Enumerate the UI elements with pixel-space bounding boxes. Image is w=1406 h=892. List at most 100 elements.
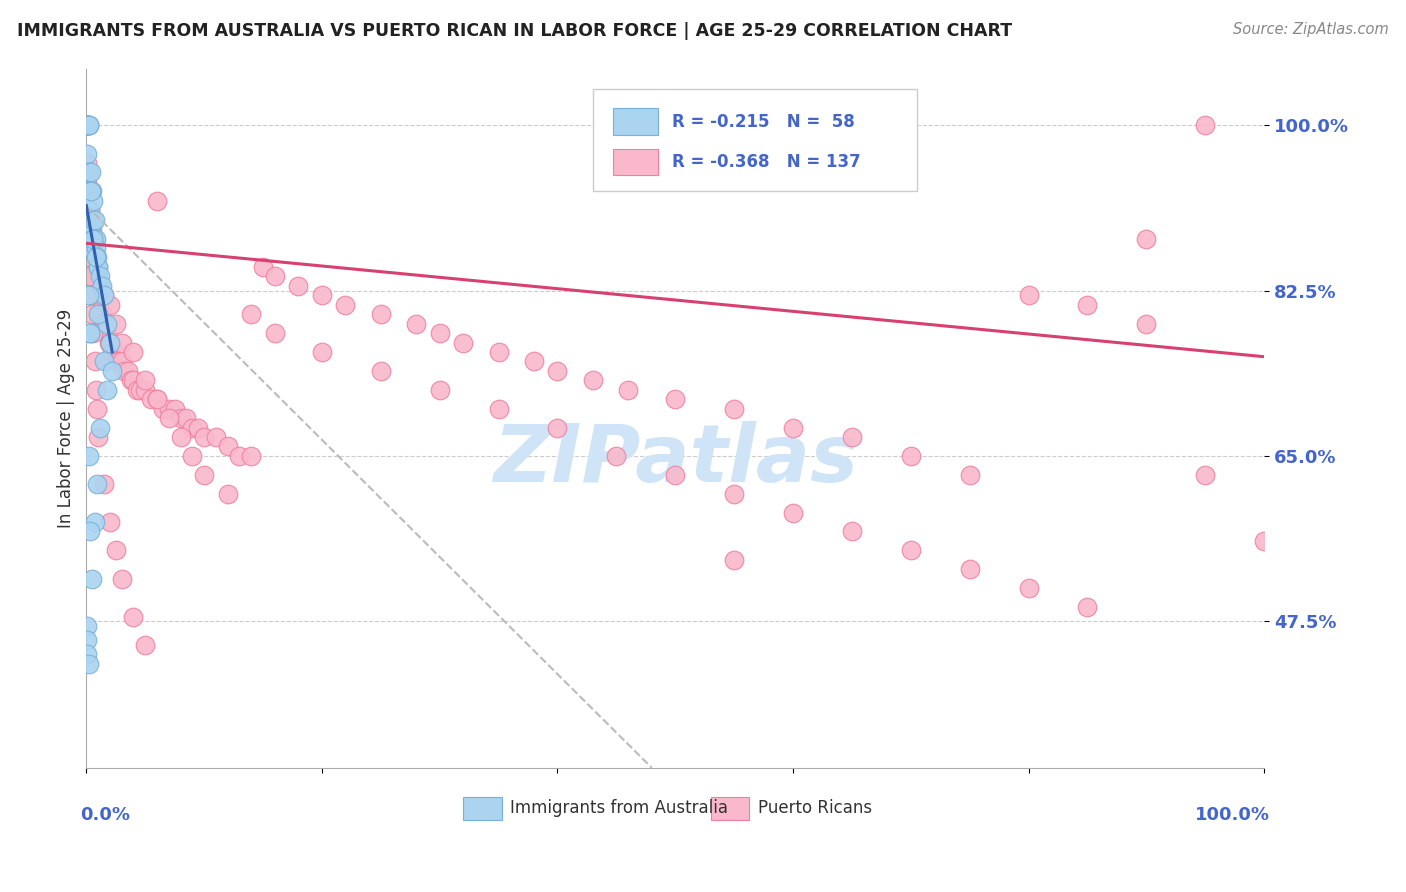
Point xyxy=(77,449,100,463)
Point xyxy=(1253,533,1275,548)
Point xyxy=(370,364,392,378)
Point xyxy=(429,383,451,397)
Point xyxy=(841,524,863,539)
Point xyxy=(80,185,103,199)
Point xyxy=(84,383,107,397)
Point xyxy=(263,326,285,340)
Y-axis label: In Labor Force | Age 25-29: In Labor Force | Age 25-29 xyxy=(58,309,75,528)
Point xyxy=(98,335,121,350)
Point xyxy=(240,307,263,321)
Point xyxy=(76,619,98,633)
Point xyxy=(80,241,103,255)
Point xyxy=(83,515,105,529)
Point xyxy=(782,420,804,434)
Point xyxy=(77,118,100,132)
Point xyxy=(77,118,100,132)
Point xyxy=(76,648,98,662)
Point xyxy=(87,430,110,444)
Point xyxy=(181,449,204,463)
Text: Source: ZipAtlas.com: Source: ZipAtlas.com xyxy=(1233,22,1389,37)
Point xyxy=(87,307,110,321)
Point xyxy=(617,383,640,397)
Point xyxy=(87,298,110,312)
Point xyxy=(841,430,863,444)
Bar xyxy=(463,797,502,820)
Point xyxy=(157,401,180,416)
Point xyxy=(959,467,981,482)
Point xyxy=(76,156,98,170)
Point xyxy=(89,420,111,434)
Point xyxy=(111,572,134,586)
Point xyxy=(122,373,145,387)
Point xyxy=(82,185,104,199)
Point xyxy=(87,269,110,284)
Point xyxy=(111,335,134,350)
Point xyxy=(87,260,110,274)
Bar xyxy=(613,108,658,135)
Point xyxy=(311,288,333,302)
Point xyxy=(335,298,357,312)
Point xyxy=(146,392,169,407)
Point xyxy=(582,373,605,387)
Point xyxy=(82,241,104,255)
Point xyxy=(83,231,105,245)
Point xyxy=(77,288,100,302)
Point xyxy=(370,307,392,321)
Point xyxy=(782,506,804,520)
Point xyxy=(76,118,98,132)
Point xyxy=(120,373,142,387)
Point xyxy=(104,317,127,331)
Point xyxy=(205,430,228,444)
Point xyxy=(82,260,104,274)
Point xyxy=(86,251,108,265)
Point xyxy=(152,401,174,416)
Point xyxy=(193,467,215,482)
Point xyxy=(112,364,135,378)
Point xyxy=(80,231,103,245)
Point xyxy=(87,260,110,274)
Point xyxy=(146,194,169,208)
Point xyxy=(77,251,100,265)
Point xyxy=(1135,317,1157,331)
Point xyxy=(240,449,263,463)
Point xyxy=(105,354,128,368)
Point xyxy=(96,326,118,340)
Point xyxy=(94,317,117,331)
Text: R = -0.215   N =  58: R = -0.215 N = 58 xyxy=(672,112,855,130)
Point xyxy=(84,278,107,293)
Point xyxy=(176,411,198,425)
Point xyxy=(1135,231,1157,245)
Point xyxy=(101,364,124,378)
Point xyxy=(1018,581,1040,595)
Point xyxy=(125,383,148,397)
Point xyxy=(83,269,105,284)
Point xyxy=(217,440,239,454)
Point xyxy=(77,657,100,671)
Point xyxy=(83,212,105,227)
Point xyxy=(79,269,101,284)
Text: R = -0.368   N = 137: R = -0.368 N = 137 xyxy=(672,153,860,171)
Point xyxy=(76,118,98,132)
Point xyxy=(1018,288,1040,302)
Point xyxy=(488,401,510,416)
Point xyxy=(93,477,115,491)
Point xyxy=(89,307,111,321)
Point xyxy=(169,411,191,425)
Point xyxy=(546,420,568,434)
Point xyxy=(900,449,922,463)
Point xyxy=(96,326,118,340)
Point xyxy=(93,288,115,302)
Point xyxy=(86,401,108,416)
Point xyxy=(723,486,745,500)
Point xyxy=(93,288,115,302)
Text: 0.0%: 0.0% xyxy=(80,806,131,824)
Point xyxy=(959,562,981,576)
Point xyxy=(111,354,134,368)
Point xyxy=(82,212,104,227)
Point xyxy=(664,392,686,407)
Point xyxy=(134,383,156,397)
Point xyxy=(311,345,333,359)
Point xyxy=(163,401,186,416)
Point xyxy=(80,165,103,179)
Point xyxy=(77,212,100,227)
